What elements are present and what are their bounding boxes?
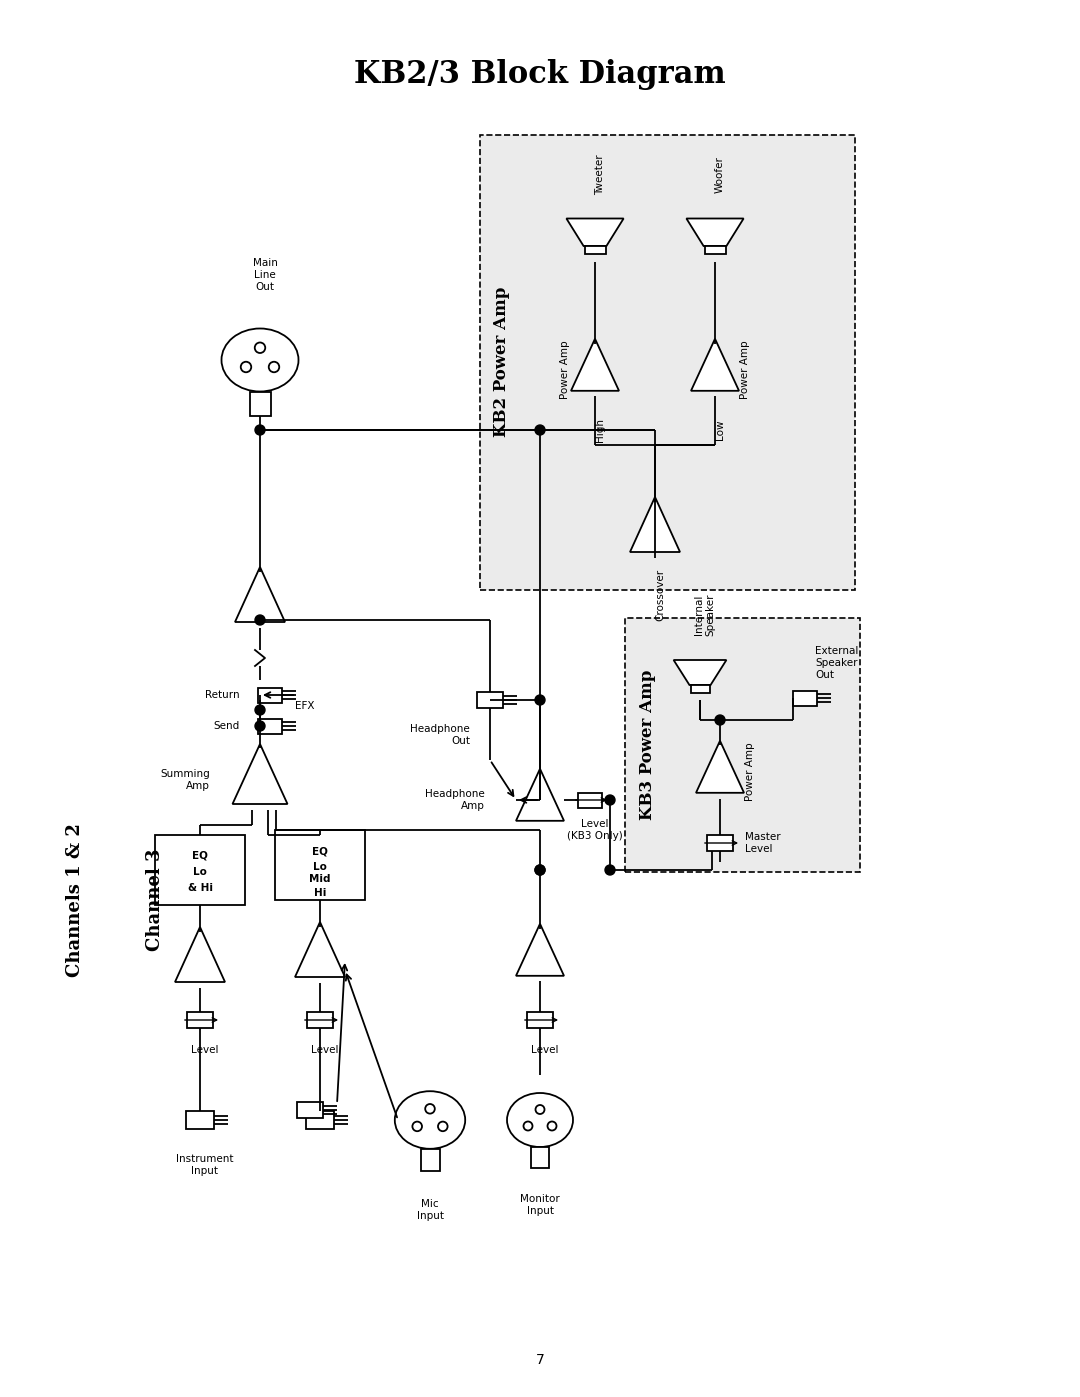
Circle shape [605,865,615,875]
Circle shape [255,342,266,353]
Text: Mic
Input: Mic Input [417,1199,444,1221]
Text: Master
Level: Master Level [745,833,781,854]
Text: EQ: EQ [192,851,208,861]
Bar [258,719,282,733]
Polygon shape [691,339,739,391]
Polygon shape [630,497,680,552]
Circle shape [255,721,265,731]
Text: Low: Low [715,419,725,440]
Text: Hi: Hi [314,888,326,898]
Text: Channel 3: Channel 3 [146,849,164,951]
Circle shape [269,362,280,372]
Text: Lo: Lo [313,862,327,872]
Text: EFX: EFX [295,701,314,711]
Text: Main
Line
Out: Main Line Out [253,258,278,292]
Bar [421,1148,441,1171]
Polygon shape [687,218,744,246]
Text: Level: Level [311,1045,339,1055]
Bar [477,692,503,708]
Text: Monitor
Input: Monitor Input [521,1194,559,1215]
Text: Headphone
Amp: Headphone Amp [426,789,485,810]
Text: Summing
Amp: Summing Amp [160,770,210,791]
Text: Mid: Mid [309,875,330,884]
Bar [258,687,282,703]
Bar [307,1011,333,1028]
Text: KB2 Power Amp: KB2 Power Amp [494,286,511,437]
Circle shape [413,1122,422,1132]
Text: KB3 Power Amp: KB3 Power Amp [638,669,656,820]
Polygon shape [674,659,727,685]
Text: Level: Level [531,1045,558,1055]
Polygon shape [696,740,744,793]
Bar [275,830,365,900]
Circle shape [535,694,545,705]
Circle shape [535,425,545,434]
Ellipse shape [507,1092,573,1147]
Bar [625,617,860,872]
Circle shape [548,1122,556,1130]
Text: Send: Send [214,721,240,731]
Bar [306,1111,334,1129]
Polygon shape [232,745,287,805]
Text: Level: Level [191,1045,219,1055]
Text: External
Speaker
Out: External Speaker Out [815,647,859,679]
Polygon shape [571,339,619,391]
Bar [707,835,733,851]
Text: 7: 7 [536,1354,544,1368]
Bar [793,692,816,705]
Bar [480,136,855,590]
Text: Channels 1 & 2: Channels 1 & 2 [66,823,84,977]
Polygon shape [516,768,564,821]
Polygon shape [175,928,225,982]
Text: KB2/3 Block Diagram: KB2/3 Block Diagram [354,60,726,91]
Circle shape [605,795,615,805]
Text: Internal
Speaker: Internal Speaker [694,594,716,636]
Bar [297,1102,323,1118]
Text: Tweeter: Tweeter [595,155,605,196]
Ellipse shape [395,1091,465,1148]
Bar [527,1011,553,1028]
Text: Return: Return [205,690,240,700]
Bar [156,835,245,905]
Circle shape [255,425,265,434]
Ellipse shape [221,328,298,391]
Polygon shape [295,922,345,977]
Bar [578,793,602,807]
Polygon shape [516,923,564,975]
Text: Headphone
Out: Headphone Out [410,724,470,746]
Text: Power Amp: Power Amp [745,743,755,802]
Text: Woofer: Woofer [715,156,725,193]
Text: Level
(KB3 Only): Level (KB3 Only) [567,819,623,841]
Text: Power Amp: Power Amp [561,341,570,400]
Circle shape [535,865,545,875]
Text: Power Amp: Power Amp [740,341,750,400]
Bar [691,685,710,693]
Text: Lo: Lo [193,868,207,877]
Circle shape [535,865,545,875]
Text: EQ: EQ [312,847,328,856]
Text: Instrument
Input: Instrument Input [176,1154,233,1176]
Bar [186,1111,214,1129]
Circle shape [715,715,725,725]
Text: High: High [595,418,605,441]
Circle shape [524,1122,532,1130]
Circle shape [438,1122,447,1132]
Circle shape [241,362,252,372]
Text: & Hi: & Hi [188,883,213,893]
Bar [705,246,726,254]
Circle shape [536,1105,544,1113]
Text: Crossover: Crossover [654,569,665,622]
Bar [585,246,606,254]
Circle shape [255,705,265,715]
Circle shape [426,1104,435,1113]
Polygon shape [566,218,623,246]
Bar [249,391,271,416]
Bar [531,1147,549,1168]
Bar [187,1011,213,1028]
Polygon shape [235,567,285,622]
Circle shape [255,615,265,624]
